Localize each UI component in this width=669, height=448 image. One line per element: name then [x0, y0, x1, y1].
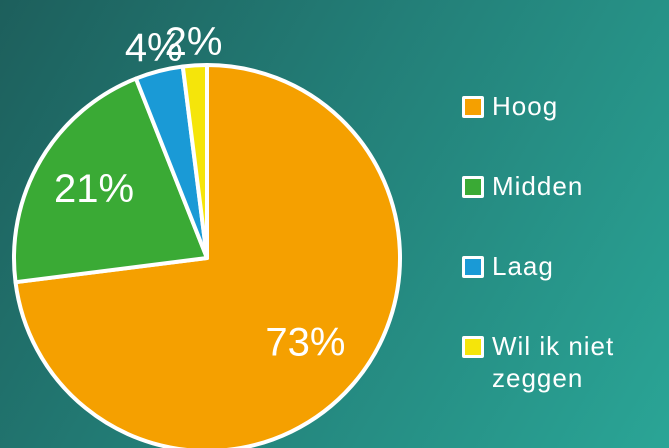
legend-swatch — [462, 176, 484, 198]
legend-label: Hoog — [492, 91, 559, 121]
legend-item: Hoog — [462, 90, 667, 170]
data-label: 4% — [125, 26, 183, 70]
legend-item: Midden — [462, 170, 667, 250]
legend-item: Wil ik niet zeggen — [462, 330, 667, 410]
pie-slice — [180, 63, 209, 260]
legend-item: Laag — [462, 250, 667, 330]
legend-label: Midden — [492, 171, 584, 201]
data-label: 21% — [54, 167, 134, 211]
legend-label: Laag — [492, 251, 554, 281]
legend-swatch — [462, 256, 484, 278]
data-label: 73% — [265, 320, 345, 364]
data-label: 2% — [165, 20, 223, 64]
legend: Hoog Midden Laag Wil ik niet zeggen — [462, 90, 667, 410]
legend-swatch — [462, 96, 484, 118]
legend-label: Wil ik niet zeggen — [492, 331, 615, 393]
legend-swatch — [462, 336, 484, 358]
pie-slice — [12, 76, 209, 285]
